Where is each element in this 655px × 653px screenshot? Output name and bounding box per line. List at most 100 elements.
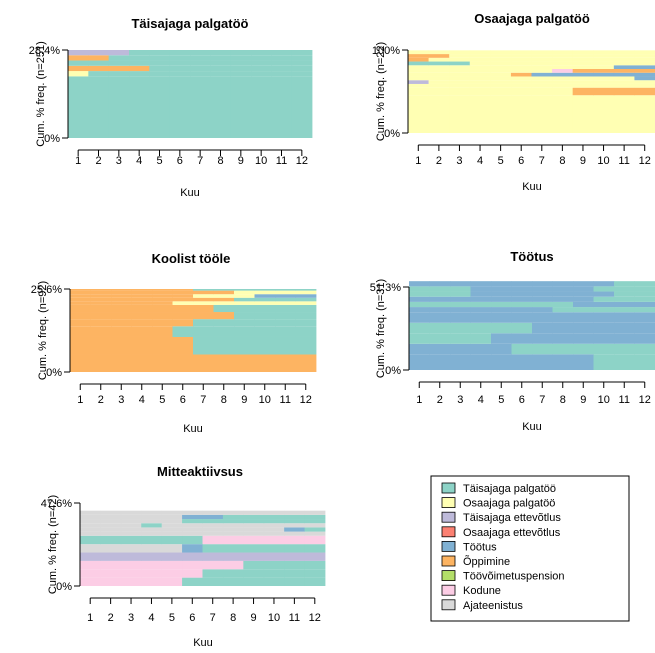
panel-3-seq-1-cell-5 — [152, 354, 173, 372]
panel-1-seq-4-cell-12 — [292, 61, 313, 66]
panel-3-seq-11-cell-4 — [132, 289, 153, 291]
panel-3-y-axis-label: Cum. % freq. (n=92) — [37, 281, 49, 380]
panel-4-seq-11-cell-8 — [553, 281, 574, 286]
panel-4-seq-11-cell-6 — [512, 281, 533, 286]
panel-3-seq-1-cell-8 — [214, 354, 235, 372]
panel-2-seq-10-cell-8 — [552, 58, 573, 62]
panel-2-seq-5-cell-10 — [593, 76, 614, 80]
panel-2-seq-11-cell-4 — [470, 54, 491, 58]
panel-5-seq-2-cell-2 — [100, 569, 121, 577]
panel-3-seq-2-cell-10 — [255, 337, 276, 355]
panel-4-seq-5-cell-3 — [450, 312, 471, 323]
panel-3-seq-6-cell-5 — [152, 305, 173, 312]
panel-3-seq-9-cell-12 — [296, 294, 317, 298]
panel-4-seq-10-cell-6 — [512, 286, 533, 291]
panel-4-seq-4-cell-5 — [491, 323, 512, 334]
panel-5-seq-3-cell-1 — [80, 561, 101, 569]
panel-4-seq-5-cell-10 — [594, 312, 615, 323]
panel-3-x-tick-label-6: 6 — [180, 394, 186, 406]
panel-4-seq-1-cell-5 — [491, 354, 512, 370]
panel-2-seq-12-cell-12 — [634, 50, 655, 54]
panel-4-seq-10-cell-7 — [532, 286, 553, 291]
panel-4-seq-10-cell-12 — [635, 286, 655, 291]
panel-4-seq-4-cell-10 — [594, 323, 615, 334]
panel-3-seq-8-cell-6 — [173, 298, 194, 302]
panel-4-title: Töötus — [510, 249, 553, 264]
panel-4-seq-2-cell-3 — [450, 344, 471, 355]
panel-5-title: Mitteaktiivsus — [157, 464, 243, 479]
panel-5-seq-6-cell-10 — [264, 536, 285, 544]
panel-2-seq-8-cell-11 — [614, 65, 635, 69]
panel-3-seq-9-cell-6 — [173, 294, 194, 298]
panel-2-seq-12-cell-3 — [449, 50, 470, 54]
panel-2-seq-10-cell-2 — [429, 58, 450, 62]
panel-2-seq-4-cell-9 — [573, 80, 594, 84]
panel-4-x-tick-label-5: 5 — [498, 394, 504, 406]
panel-1-seq-6-cell-7 — [190, 50, 211, 55]
panel-3-seq-6-cell-9 — [234, 305, 255, 312]
panel-4-x-tick-label-10: 10 — [598, 394, 610, 406]
panel-4-seq-7-cell-11 — [614, 302, 635, 307]
panel-4-seq-6-cell-1 — [409, 307, 430, 312]
panel-5-seq-5-cell-6 — [182, 544, 203, 552]
panel-2-seq-2-cell-2 — [429, 88, 450, 96]
panel-3-seq-1-cell-1 — [70, 354, 91, 372]
panel-2-seq-4-cell-6 — [511, 80, 532, 84]
panel-5-seq-12-cell-2 — [100, 511, 121, 515]
panel-3-seq-4-cell-5 — [152, 319, 173, 326]
panel-2-seq-2-cell-10 — [593, 88, 614, 96]
panel-2-seq-5-cell-7 — [532, 76, 553, 80]
panel-3-seq-7-cell-6 — [173, 301, 194, 305]
panel-4-seq-5-cell-4 — [471, 312, 492, 323]
panel-1-seq-6-cell-9 — [231, 50, 252, 55]
panel-1-seq-4-cell-6 — [170, 61, 191, 66]
panel-4-seq-5-cell-1 — [409, 312, 430, 323]
panel-5-x-tick-label-12: 12 — [309, 612, 321, 624]
panel-5-seq-11-cell-1 — [80, 515, 101, 519]
panel-2-seq-9-cell-4 — [470, 62, 491, 66]
legend-label-7: Töövõimetuspension — [463, 571, 565, 583]
panel-4-seq-9-cell-1 — [409, 292, 430, 297]
panel-2-x-tick-label-12: 12 — [639, 155, 651, 167]
panel-4-seq-3-cell-2 — [430, 333, 451, 344]
legend-label-6: Õppimine — [463, 555, 510, 568]
panel-4-seq-1-cell-8 — [553, 354, 574, 370]
panel-1-x-tick-label-10: 10 — [255, 155, 267, 167]
panel-2-seq-6-cell-6 — [511, 73, 532, 77]
panel-3-seq-7-cell-4 — [132, 301, 153, 305]
panel-3-seq-7-cell-7 — [193, 301, 214, 305]
panel-2-seq-12-cell-4 — [470, 50, 491, 54]
panel-1-seq-6-cell-3 — [109, 50, 130, 55]
panel-5-seq-12-cell-7 — [203, 511, 224, 515]
panel-4-seq-10-cell-2 — [430, 286, 451, 291]
panel-5-seq-2-cell-10 — [264, 569, 285, 577]
panel-5-x-tick-label-4: 4 — [148, 612, 154, 624]
panel-3-seq-11-cell-2 — [91, 289, 112, 291]
panel-3-seq-8-cell-9 — [234, 298, 255, 302]
panel-5-seq-5-cell-5 — [162, 544, 183, 552]
panel-5-seq-8-cell-1 — [80, 527, 101, 531]
panel-4-seq-11-cell-5 — [491, 281, 512, 286]
panel-2-x-tick-label-1: 1 — [415, 155, 421, 167]
panel-5-seq-10-cell-2 — [100, 519, 121, 523]
panel-4-seq-8-cell-1 — [409, 297, 430, 302]
panel-3-seq-7-cell-11 — [275, 301, 296, 305]
panel-5-seq-6-cell-2 — [100, 536, 121, 544]
panel-1-seq-5-cell-4 — [129, 55, 150, 60]
panel-4-seq-3-cell-10 — [594, 333, 615, 344]
panel-1-seq-6-cell-11 — [271, 50, 292, 55]
panel-5-seq-2-cell-3 — [121, 569, 142, 577]
panel-1-seq-3-cell-1 — [68, 66, 89, 71]
panel-2-x-axis-label: Kuu — [522, 181, 542, 193]
panel-2-seq-12-cell-7 — [532, 50, 553, 54]
panel-2-seq-9-cell-7 — [532, 62, 553, 66]
panel-3-seq-10-cell-8 — [214, 291, 235, 295]
panel-2-seq-7-cell-6 — [511, 69, 532, 73]
panel-1-seq-1-cell-2 — [88, 76, 109, 138]
panel-2-seq-1-cell-5 — [490, 95, 511, 133]
panel-3-x-tick-label-3: 3 — [118, 394, 124, 406]
panel-3-seq-10-cell-4 — [132, 291, 153, 295]
panel-3-seq-11-cell-6 — [173, 289, 194, 291]
panel-4-seq-2-cell-11 — [614, 344, 635, 355]
panel-2-seq-1-cell-2 — [429, 95, 450, 133]
